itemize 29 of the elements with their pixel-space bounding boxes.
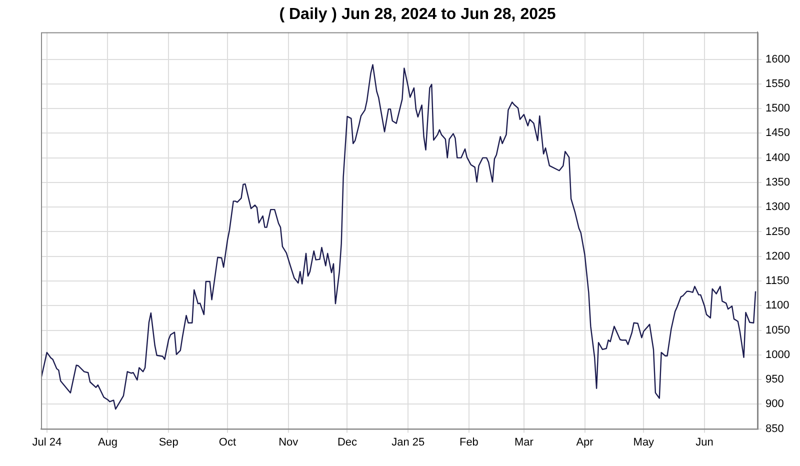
chart-title: ( Daily ) Jun 28, 2024 to Jun 28, 2025 bbox=[279, 6, 556, 24]
y-tick-label: 950 bbox=[766, 374, 784, 386]
x-tick-label: Mar bbox=[514, 436, 534, 448]
y-tick-label: 1150 bbox=[766, 275, 790, 288]
y-tick-label: 1350 bbox=[766, 176, 790, 188]
y-tick-label: 1500 bbox=[766, 102, 790, 115]
x-tick-label: May bbox=[633, 436, 655, 448]
y-tick-label: 1550 bbox=[766, 78, 790, 90]
y-tick-label: 1250 bbox=[766, 226, 790, 238]
y-tick-label: 1300 bbox=[766, 201, 790, 214]
x-tick-label: Nov bbox=[278, 436, 299, 448]
x-tick-label: Sep bbox=[158, 436, 178, 448]
x-tick-label: Oct bbox=[218, 436, 236, 448]
x-tick-label: Apr bbox=[576, 436, 594, 448]
y-tick-label: 1600 bbox=[766, 53, 790, 66]
y-tick-label: 1450 bbox=[766, 127, 790, 140]
x-tick-label: Jan 25 bbox=[392, 436, 425, 448]
y-tick-label: 1050 bbox=[766, 324, 790, 336]
x-tick-label: Jul 24 bbox=[32, 436, 62, 448]
y-tick-label: 850 bbox=[766, 422, 784, 435]
y-tick-label: 900 bbox=[766, 398, 784, 410]
y-tick-label: 1200 bbox=[766, 250, 790, 262]
y-tick-label: 1100 bbox=[766, 300, 790, 312]
x-tick-label: Feb bbox=[459, 436, 478, 448]
x-tick-label: Aug bbox=[98, 436, 118, 448]
x-tick-label: Dec bbox=[337, 436, 358, 448]
y-tick-label: 1400 bbox=[766, 152, 790, 164]
y-tick-label: 1000 bbox=[766, 348, 790, 361]
x-tick-label: Jun bbox=[696, 436, 714, 448]
